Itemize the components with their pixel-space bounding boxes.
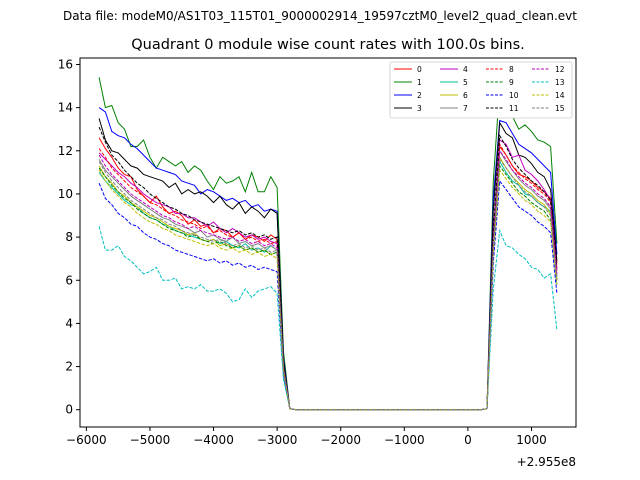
y-tick-label: 0	[65, 403, 73, 417]
legend-label-9: 9	[509, 78, 514, 87]
legend-label-6: 6	[463, 91, 468, 100]
legend-label-0: 0	[417, 65, 422, 74]
y-axis: 0 2 4 6 8 10 12 14 16	[58, 57, 80, 417]
x-axis: −6000 −5000 −4000 −3000 −2000 −1000 0 1000	[66, 427, 547, 447]
y-tick-label: 2	[65, 360, 73, 374]
legend-label-7: 7	[463, 104, 468, 113]
legend-label-12: 12	[555, 65, 565, 74]
y-tick-label: 12	[58, 144, 73, 158]
series-line-15	[98, 158, 558, 411]
chart-title: Quadrant 0 module wise count rates with …	[131, 37, 525, 53]
legend-label-14: 14	[555, 91, 565, 100]
legend-label-5: 5	[463, 78, 468, 87]
x-tick-label: −4000	[193, 433, 234, 447]
y-tick-label: 16	[58, 57, 73, 71]
y-tick-label: 8	[65, 230, 73, 244]
y-tick-label: 10	[58, 187, 73, 201]
y-tick-label: 14	[58, 101, 73, 115]
legend-label-8: 8	[509, 65, 514, 74]
x-tick-label: 0	[464, 433, 472, 447]
legend-label-11: 11	[509, 104, 519, 113]
legend-label-15: 15	[555, 104, 565, 113]
plot-series	[98, 77, 558, 411]
legend-label-13: 13	[555, 78, 565, 87]
legend-label-10: 10	[509, 91, 519, 100]
legend-label-2: 2	[417, 91, 422, 100]
series-line-14	[98, 168, 558, 411]
legend-frame	[389, 61, 573, 119]
legend-label-4: 4	[463, 65, 468, 74]
x-tick-label: −6000	[66, 433, 107, 447]
x-tick-label: 1000	[516, 433, 547, 447]
y-tick-label: 4	[65, 316, 73, 330]
y-tick-label: 6	[65, 273, 73, 287]
x-tick-label: −3000	[257, 433, 298, 447]
x-tick-label: −1000	[384, 433, 425, 447]
plot-area-frame	[79, 57, 577, 428]
legend-label-1: 1	[417, 78, 422, 87]
x-tick-label: −5000	[130, 433, 171, 447]
x-offset-label: +2.955e8	[517, 455, 576, 469]
figure-suptitle: Data file: modeM0/AS1T03_115T01_90000029…	[63, 9, 577, 23]
legend-label-3: 3	[417, 104, 422, 113]
x-tick-label: −2000	[320, 433, 361, 447]
